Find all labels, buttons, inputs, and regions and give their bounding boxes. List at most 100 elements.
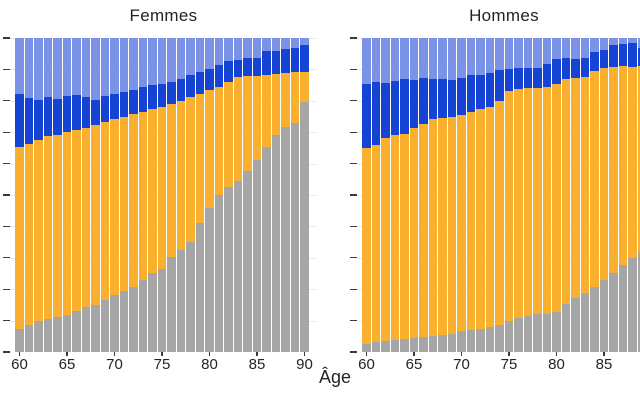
segment-orange <box>81 128 91 308</box>
segment-dark_blue <box>195 71 205 94</box>
segment-orange <box>157 107 167 269</box>
bar-age-73 <box>138 38 148 352</box>
segment-light_blue <box>476 38 485 75</box>
x-tick-label: 70 <box>453 356 470 373</box>
segment-light_blue <box>138 38 148 88</box>
segment-light_blue <box>628 38 637 44</box>
y-tick <box>350 100 357 102</box>
segment-gray <box>504 321 514 352</box>
panel-title-hommes: Hommes <box>469 6 539 25</box>
segment-orange <box>609 66 618 273</box>
segment-gray <box>72 311 81 352</box>
segment-dark_blue <box>476 74 485 110</box>
segment-dark_blue <box>262 50 271 75</box>
segment-light_blue <box>466 38 476 76</box>
segment-gray <box>167 256 176 352</box>
bar-age-87 <box>271 38 281 352</box>
bar-age-70 <box>457 38 466 352</box>
segment-gray <box>281 126 290 352</box>
segment-light_blue <box>233 38 243 60</box>
segment-orange <box>243 75 252 172</box>
segment-orange <box>381 137 390 342</box>
x-tick-label: 60 <box>358 356 375 373</box>
segment-light_blue <box>53 38 62 99</box>
segment-orange <box>542 86 552 315</box>
segment-gray <box>381 341 390 352</box>
segment-light_blue <box>100 38 110 97</box>
x-tick <box>303 352 306 356</box>
bar-age-71 <box>466 38 476 352</box>
y-tick <box>3 288 10 290</box>
segment-dark_blue <box>252 58 262 77</box>
segment-light_blue <box>495 38 504 71</box>
bar-age-62 <box>34 38 43 352</box>
x-tick-label: 80 <box>548 356 565 373</box>
segment-gray <box>457 331 466 352</box>
segment-light_blue <box>599 38 609 50</box>
bar-age-67 <box>81 38 91 352</box>
segment-gray <box>262 146 271 352</box>
segment-orange <box>466 112 476 331</box>
bar-age-75 <box>504 38 514 352</box>
segment-gray <box>81 307 91 352</box>
y-tick <box>3 194 10 196</box>
segment-orange <box>447 117 457 334</box>
segment-orange <box>214 86 224 195</box>
segment-orange <box>618 65 628 266</box>
segment-light_blue <box>110 38 119 94</box>
segment-gray <box>485 326 495 352</box>
segment-gray <box>224 186 233 352</box>
segment-light_blue <box>24 38 34 98</box>
x-tick-label: 85 <box>248 356 266 373</box>
bar-age-88 <box>281 38 290 352</box>
segment-light_blue <box>157 38 167 84</box>
y-tick <box>350 68 357 70</box>
segment-gray <box>138 280 148 352</box>
segment-dark_blue <box>290 47 300 72</box>
segment-gray <box>91 304 100 352</box>
segment-orange <box>100 122 110 301</box>
segment-dark_blue <box>504 69 514 92</box>
segment-dark_blue <box>62 96 72 132</box>
segment-light_blue <box>419 38 428 78</box>
bar-age-79 <box>542 38 552 352</box>
segment-light_blue <box>205 38 214 69</box>
segment-light_blue <box>438 38 447 80</box>
bar-age-61 <box>24 38 34 352</box>
y-tick <box>3 257 10 259</box>
bar-age-78 <box>186 38 195 352</box>
segment-orange <box>167 103 176 257</box>
segment-dark_blue <box>24 97 34 144</box>
bar-age-85 <box>599 38 609 352</box>
segment-gray <box>438 334 447 352</box>
segment-gray <box>110 295 119 352</box>
segment-dark_blue <box>561 58 571 79</box>
segment-light_blue <box>637 38 640 49</box>
segment-light_blue <box>371 38 381 82</box>
segment-orange <box>523 87 533 316</box>
x-tick-label: 65 <box>58 356 76 373</box>
segment-orange <box>138 111 148 281</box>
segment-dark_blue <box>371 81 381 146</box>
segment-dark_blue <box>233 60 243 77</box>
segment-light_blue <box>72 38 81 95</box>
segment-orange <box>176 100 186 251</box>
segment-light_blue <box>523 38 533 69</box>
segment-orange <box>62 131 72 315</box>
y-tick <box>350 351 357 353</box>
bar-age-68 <box>91 38 100 352</box>
segment-light_blue <box>281 38 290 50</box>
segment-gray <box>186 242 195 352</box>
bar-age-84 <box>590 38 599 352</box>
x-tick-label: 80 <box>201 356 218 373</box>
segment-orange <box>119 117 129 292</box>
bar-age-77 <box>176 38 186 352</box>
segment-orange <box>390 135 400 341</box>
bar-age-64 <box>400 38 409 352</box>
segment-dark_blue <box>110 93 119 120</box>
segment-dark_blue <box>81 97 91 129</box>
segment-light_blue <box>214 38 224 66</box>
segment-orange <box>224 81 233 187</box>
segment-gray <box>400 339 409 352</box>
bar-age-77 <box>523 38 533 352</box>
